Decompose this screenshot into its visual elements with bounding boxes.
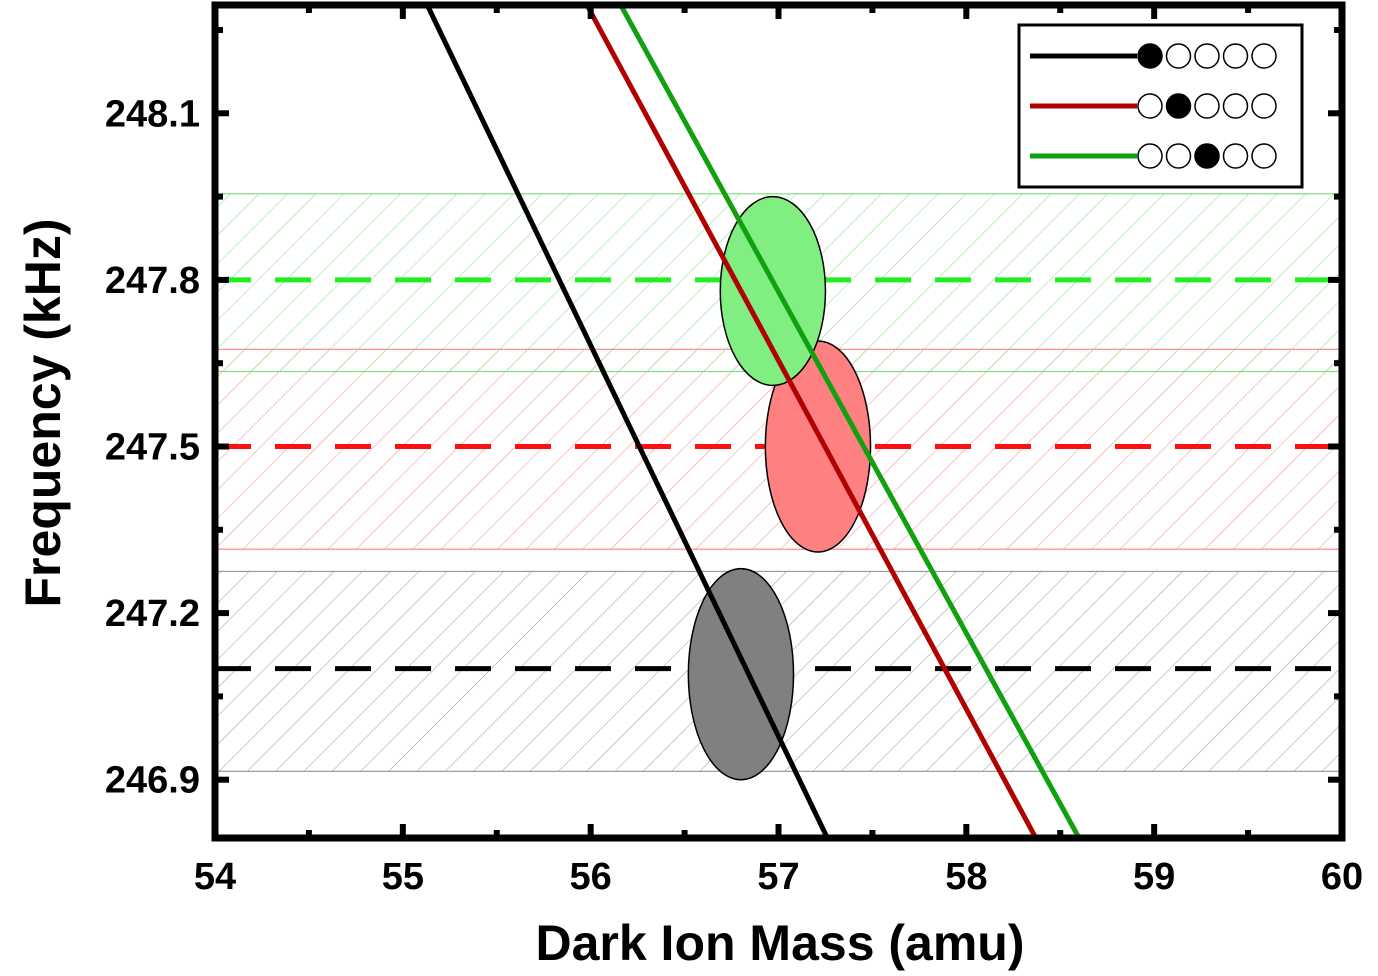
model-line-1 (424, 5, 830, 838)
legend-ion-icon (1165, 143, 1192, 169)
y-tick-label: 248.1 (105, 93, 200, 135)
legend-dark-ion-icon (1137, 43, 1163, 69)
x-tick-label: 55 (382, 856, 424, 898)
x-tick-labels: 54 55 56 57 58 59 60 (194, 856, 1363, 898)
legend-ion-icon (1251, 43, 1277, 69)
x-tick-label: 58 (945, 856, 987, 898)
x-tick-label: 59 (1133, 856, 1175, 898)
plot-area (215, 5, 1342, 838)
model-line-3 (618, 5, 1082, 838)
y-tick-label: 247.8 (105, 260, 200, 302)
legend-ion-icon (1251, 143, 1277, 169)
legend-ion-icon (1194, 43, 1220, 69)
legend-dark-ion-icon (1165, 93, 1192, 119)
plot-frame (211, 1, 1346, 842)
legend-ion-icon (1251, 93, 1277, 119)
x-tick-label: 60 (1321, 856, 1363, 898)
x-tick-label: 54 (194, 856, 236, 898)
y-tick-labels: 246.9 247.2 247.5 247.8 248.1 (105, 93, 200, 801)
legend-ion-icon (1222, 143, 1249, 169)
y-axis-title: Frequency (kHz) (15, 219, 71, 608)
legend-ion-icon (1194, 93, 1220, 119)
legend-dark-ion-icon (1194, 143, 1220, 169)
x-tick-label: 57 (757, 856, 799, 898)
legend-ion-icon (1222, 93, 1249, 119)
model-line-2 (584, 5, 1039, 838)
legend-ion-icon (1137, 143, 1163, 169)
legend-ion-icon (1222, 43, 1249, 69)
intersection-ellipse-1 (687, 567, 795, 781)
intersection-ellipses (687, 195, 872, 781)
legend (1017, 23, 1304, 189)
model-lines (424, 5, 1082, 838)
intersection-ellipse-3 (719, 195, 827, 387)
legend-ion-icon (1165, 43, 1192, 69)
y-tick-label: 247.2 (105, 593, 200, 635)
y-tick-label: 246.9 (105, 760, 200, 802)
y-tick-label: 247.5 (105, 426, 200, 468)
legend-ion-icon (1137, 93, 1163, 119)
x-axis-title: Dark Ion Mass (amu) (535, 915, 1024, 971)
x-tick-label: 56 (570, 856, 612, 898)
